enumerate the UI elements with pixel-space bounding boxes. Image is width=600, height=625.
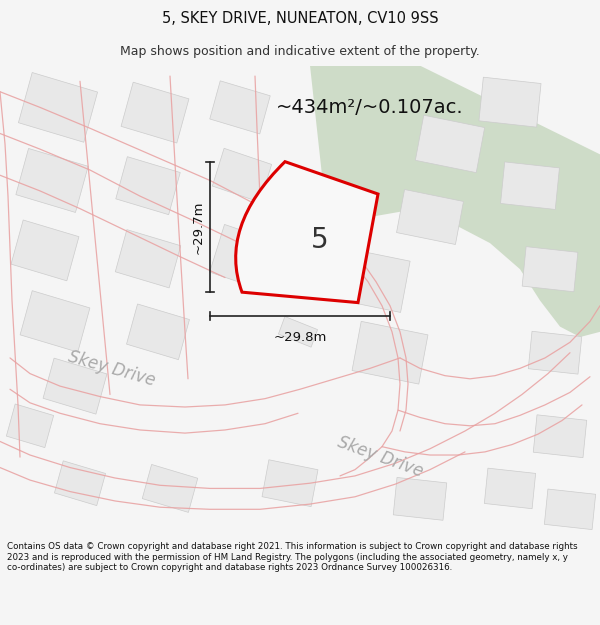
Polygon shape — [209, 224, 286, 293]
Text: 5, SKEY DRIVE, NUNEATON, CV10 9SS: 5, SKEY DRIVE, NUNEATON, CV10 9SS — [161, 11, 439, 26]
Polygon shape — [397, 189, 463, 244]
Polygon shape — [20, 291, 90, 352]
Text: Contains OS data © Crown copyright and database right 2021. This information is : Contains OS data © Crown copyright and d… — [7, 542, 578, 572]
Polygon shape — [121, 82, 189, 143]
PathPatch shape — [236, 162, 378, 302]
Polygon shape — [544, 489, 596, 529]
Polygon shape — [415, 115, 485, 172]
Text: Skey Drive: Skey Drive — [335, 433, 425, 481]
Text: ~29.7m: ~29.7m — [191, 200, 205, 254]
Text: ~434m²/~0.107ac.: ~434m²/~0.107ac. — [276, 98, 464, 117]
Polygon shape — [116, 157, 180, 214]
Polygon shape — [127, 304, 190, 359]
Polygon shape — [393, 478, 447, 520]
Polygon shape — [330, 247, 410, 312]
Polygon shape — [304, 204, 337, 230]
Polygon shape — [479, 78, 541, 127]
Polygon shape — [11, 220, 79, 281]
Polygon shape — [210, 81, 270, 134]
Polygon shape — [142, 464, 198, 512]
Polygon shape — [528, 331, 582, 374]
Polygon shape — [310, 66, 600, 337]
Text: ~29.8m: ~29.8m — [274, 331, 326, 344]
Polygon shape — [19, 72, 98, 142]
Polygon shape — [522, 247, 578, 292]
Polygon shape — [262, 460, 318, 507]
Polygon shape — [352, 321, 428, 384]
Polygon shape — [43, 358, 107, 414]
Polygon shape — [212, 148, 272, 202]
Polygon shape — [278, 316, 317, 347]
Polygon shape — [484, 468, 536, 509]
Polygon shape — [7, 404, 53, 448]
Polygon shape — [533, 415, 587, 458]
Text: 5: 5 — [311, 226, 329, 254]
Text: Skey Drive: Skey Drive — [67, 348, 158, 389]
Polygon shape — [16, 149, 88, 213]
Polygon shape — [55, 461, 106, 506]
Polygon shape — [115, 229, 181, 288]
Text: Map shows position and indicative extent of the property.: Map shows position and indicative extent… — [120, 45, 480, 58]
Polygon shape — [500, 162, 559, 209]
